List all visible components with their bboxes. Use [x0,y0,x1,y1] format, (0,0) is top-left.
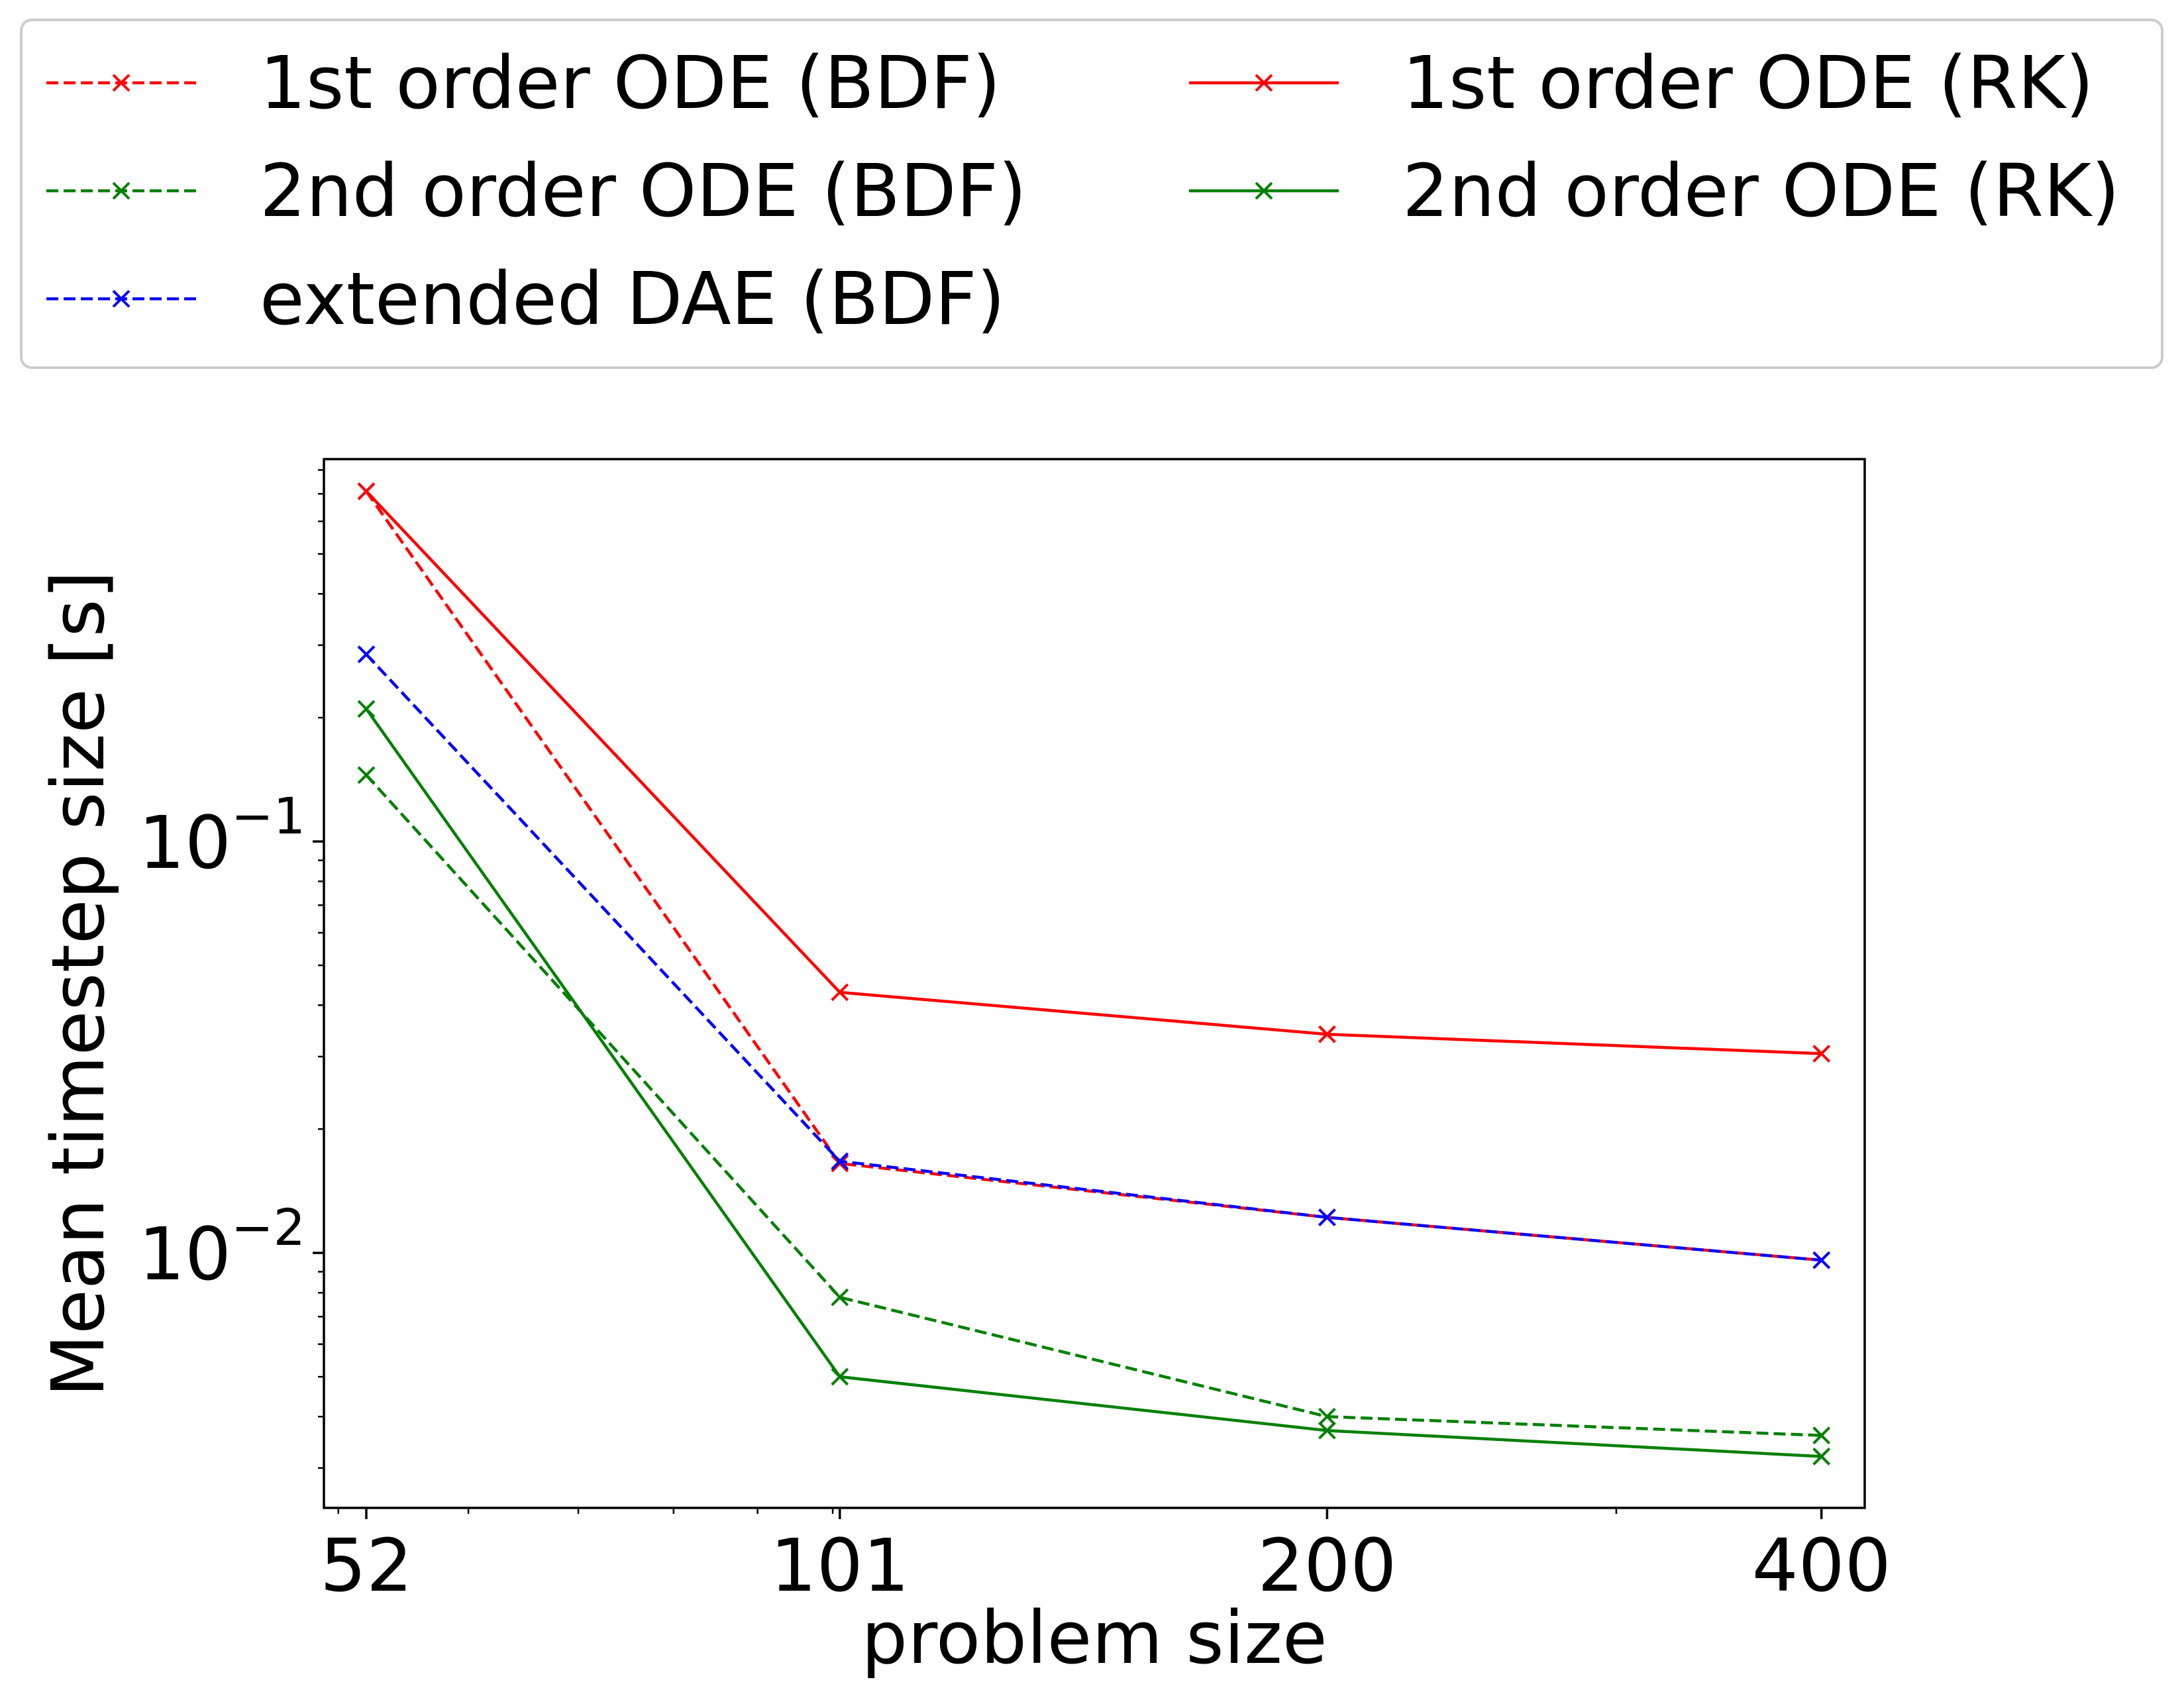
data-point [831,1154,849,1173]
y-axis-label: Mean timestep size [s] [36,570,121,1397]
legend-entry: 2nd order ODE (BDF) [46,148,1027,233]
legend-label: 2nd order ODE (BDF) [260,148,1027,233]
data-point [357,482,376,500]
legend-entry: extended DAE (BDF) [46,256,1005,341]
data-point [357,645,376,664]
series-line [357,645,1831,1269]
x-tick-label: 101 [770,1523,910,1608]
data-point [1812,1251,1831,1269]
legend-marker [1255,182,1273,200]
series-line [357,766,1831,1445]
data-point [1318,1208,1336,1226]
data-point [1812,1448,1831,1465]
data-point [1318,1407,1336,1426]
data-point [831,1152,849,1171]
legend-entry: 2nd order ODE (RK) [1189,148,2120,233]
data-point [357,766,376,784]
legend: 1st order ODE (BDF) 2nd order ODE (BDF) ex… [20,19,2163,369]
data-point [1318,1025,1336,1043]
legend-label: 1st order ODE (RK) [1402,40,2094,125]
data-point [831,1367,849,1386]
series-line [357,482,1831,1063]
legend-marker [1255,74,1273,92]
x-axis-label: problem size [861,1595,1327,1680]
x-tick-label: 52 [320,1523,413,1608]
legend-entry: 1st order ODE (RK) [1189,40,2094,125]
series-layer [357,482,1831,1465]
legend-marker [112,290,130,308]
legend-frame [20,19,2163,369]
x-tick-label: 200 [1257,1523,1396,1608]
data-point [831,1288,849,1306]
data-point [1318,1421,1336,1440]
ticks-layer: 52 101 200 400 10−1 10−2 [138,469,1891,1608]
data-point [1812,1426,1831,1445]
legend-marker [112,74,130,92]
series-line [357,700,1831,1465]
series-path [365,708,1822,1458]
plot-background [324,459,1865,1508]
data-point [357,700,376,718]
axes-frame [323,458,1866,1509]
legend-entry: 1st order ODE (BDF) [46,40,1001,125]
legend-label: 1st order ODE (BDF) [260,40,1001,125]
legend-marker [112,182,130,200]
series-path [365,774,1822,1437]
y-tick-label: 10−1 [138,786,305,885]
legend-label: extended DAE (BDF) [260,256,1005,341]
legend-label: 2nd order ODE (RK) [1402,148,2120,233]
plot-area: 52 101 200 400 10−1 10−2 [138,458,1891,1608]
x-tick-label: 400 [1752,1523,1891,1608]
series-path [365,653,1822,1262]
data-point [1812,1044,1831,1063]
y-tick-label: 10−2 [138,1198,305,1297]
series-path [365,490,1822,1055]
data-point [831,983,849,1002]
